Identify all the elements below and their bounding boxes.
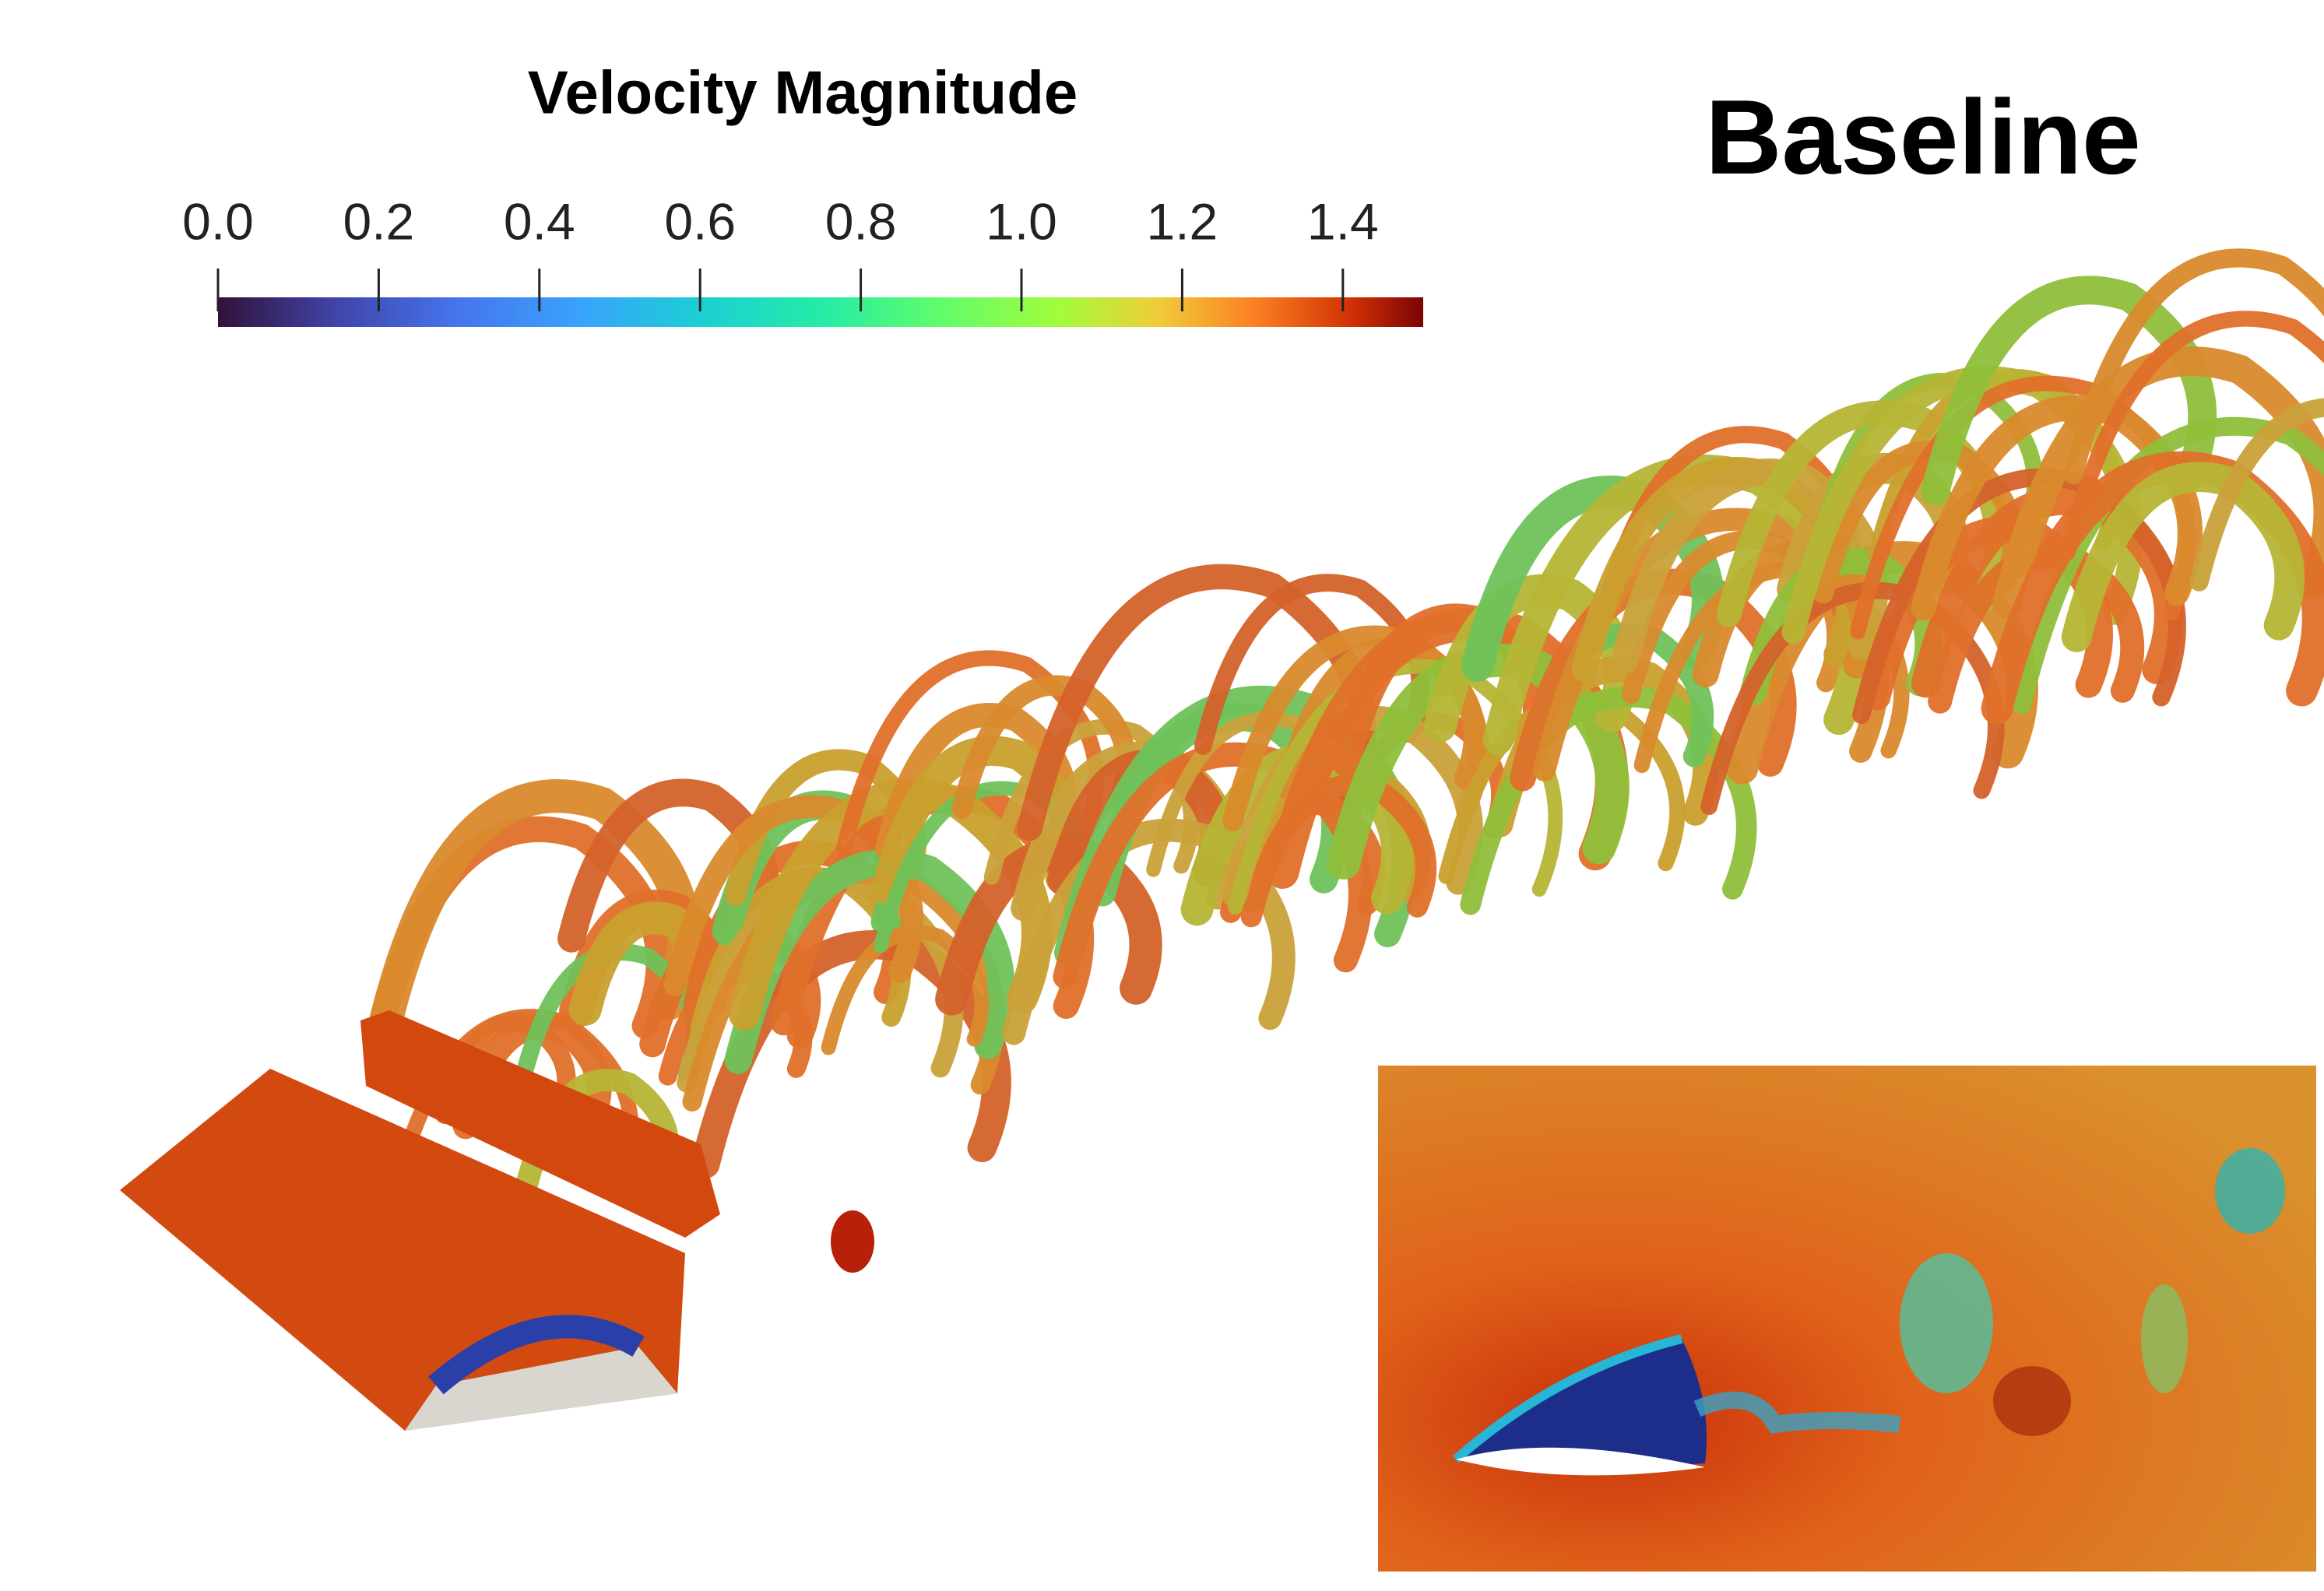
colorbar <box>218 297 1423 327</box>
vortex-wake <box>364 248 2324 1203</box>
tick-label: 0.6 <box>664 192 736 250</box>
tick-label: 0.8 <box>825 192 897 250</box>
tick-label: 0.0 <box>182 192 254 250</box>
colorbar-title: Velocity Magnitude <box>528 58 1078 127</box>
vortex-tube <box>2064 248 2324 484</box>
vortex-tube <box>1002 818 1296 1045</box>
vortex-tube <box>1992 346 2324 618</box>
tick-label: 0.2 <box>343 192 415 250</box>
tick-label: 0.4 <box>504 192 575 250</box>
wing <box>120 1010 874 1431</box>
inset <box>1378 1066 2316 1572</box>
vortex-tube <box>2059 311 2324 560</box>
tick-label: 1.0 <box>986 192 1057 250</box>
panel-title: Baseline <box>1705 78 2140 196</box>
tick-label: 1.2 <box>1147 192 1218 250</box>
vortex-tube <box>2189 398 2324 592</box>
vortex-tube <box>821 925 990 1055</box>
tick-label: 1.4 <box>1307 192 1379 250</box>
vortex-tube <box>1921 276 2217 506</box>
